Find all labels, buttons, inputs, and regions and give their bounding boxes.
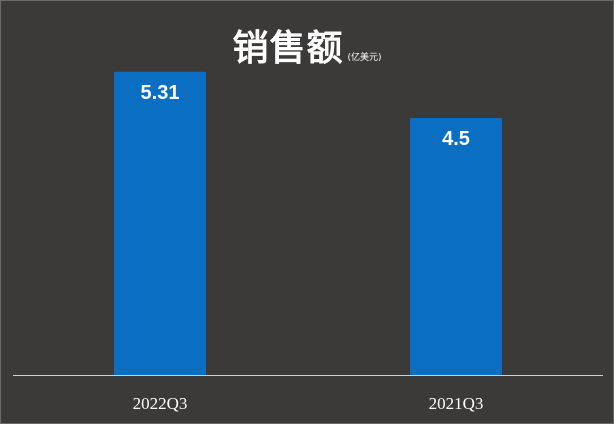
chart-title: 销售额 bbox=[232, 28, 344, 69]
category-label-2022Q3: 2022Q3 bbox=[133, 394, 188, 413]
data-label-2022Q3: 5.31 bbox=[141, 82, 180, 104]
chart-title-group: 销售额 (亿美元) bbox=[1, 19, 613, 71]
bar-2022Q3 bbox=[114, 71, 206, 375]
category-label-2021Q3: 2021Q3 bbox=[429, 394, 484, 413]
bar-2021Q3 bbox=[410, 118, 502, 375]
chart-subtitle-unit: (亿美元) bbox=[347, 53, 382, 63]
data-label-2021Q3: 4.5 bbox=[442, 128, 470, 150]
